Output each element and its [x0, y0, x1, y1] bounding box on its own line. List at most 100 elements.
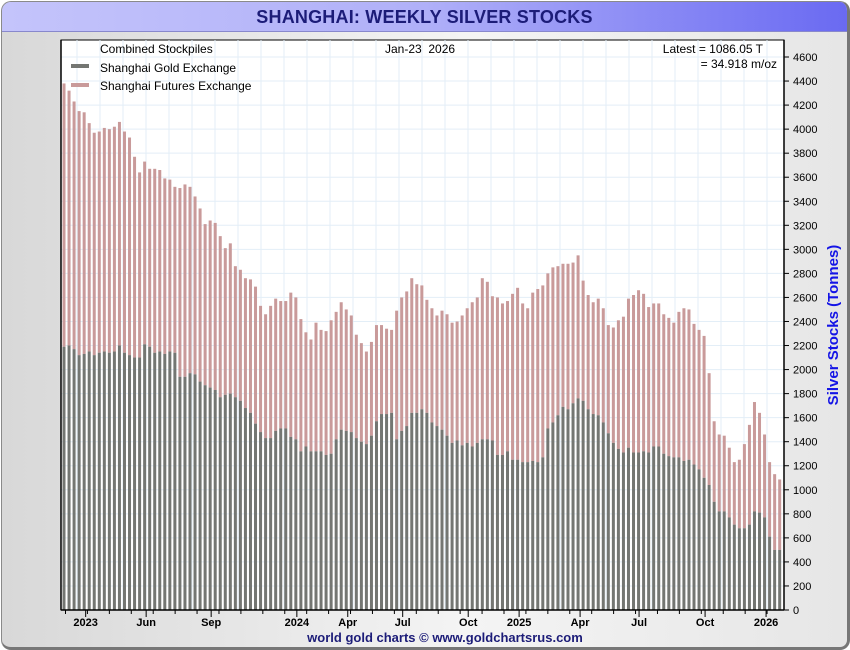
latest-tonnes: Latest = 1086.05 T — [663, 42, 764, 56]
bar-shfe — [506, 301, 510, 452]
bar-sge — [621, 452, 625, 610]
bar-sge — [374, 421, 378, 610]
y-tick-label: 1000 — [793, 485, 817, 497]
bar-shfe — [264, 314, 268, 439]
bar-sge — [475, 442, 479, 610]
y-tick-label: 2000 — [793, 365, 817, 377]
bar-shfe — [470, 302, 474, 447]
bar-shfe — [122, 131, 126, 353]
x-tick-label: 2023 — [73, 617, 97, 629]
bar-sge — [259, 432, 263, 610]
y-tick-label: 2800 — [793, 268, 817, 280]
bar-sge — [188, 373, 192, 610]
y-tick-label: 2200 — [793, 341, 817, 353]
bar-shfe — [269, 305, 273, 439]
bar-sge — [385, 414, 389, 610]
bar-sge — [349, 432, 353, 610]
bar-shfe — [374, 325, 378, 422]
bar-sge — [551, 422, 555, 610]
bar-sge — [662, 453, 666, 610]
bar-sge — [455, 440, 459, 610]
bar-sge — [339, 429, 343, 610]
x-tick-label: 2025 — [507, 617, 531, 629]
bar-shfe — [596, 298, 600, 416]
bar-shfe — [117, 121, 121, 346]
bar-sge — [62, 346, 66, 610]
bar-sge — [425, 412, 429, 610]
bar-sge — [238, 400, 242, 610]
y-tick-label: 4400 — [793, 76, 817, 88]
bar-sge — [773, 549, 777, 610]
bar-sge — [72, 349, 76, 610]
bar-shfe — [67, 90, 71, 346]
y-tick-label: 0 — [793, 605, 799, 617]
bar-shfe — [334, 311, 338, 440]
bar-sge — [556, 415, 560, 610]
bar-sge — [430, 422, 434, 610]
bar-shfe — [682, 308, 686, 461]
bar-sge — [521, 462, 525, 610]
bar-sge — [672, 457, 676, 610]
bar-sge — [561, 406, 565, 610]
legend-swatch-sge — [71, 64, 89, 68]
y-tick-label: 1800 — [793, 389, 817, 401]
bar-shfe — [97, 131, 101, 353]
bar-shfe — [697, 329, 701, 470]
bar-sge — [586, 409, 590, 610]
bar-shfe — [339, 302, 343, 430]
bar-shfe — [299, 319, 303, 452]
bar-shfe — [440, 310, 444, 430]
bar-shfe — [274, 298, 278, 431]
bar-sge — [163, 353, 167, 610]
bar-sge — [304, 446, 308, 610]
bar-sge — [506, 451, 510, 610]
bar-shfe — [460, 315, 464, 446]
bar-shfe — [430, 308, 434, 423]
bar-sge — [571, 403, 575, 610]
bar-shfe — [541, 285, 545, 458]
bar-sge — [727, 517, 731, 610]
bar-shfe — [606, 325, 610, 434]
bar-shfe — [637, 290, 641, 453]
bar-shfe — [556, 266, 560, 416]
bar-shfe — [329, 320, 333, 454]
bar-sge — [67, 345, 71, 610]
bar-sge — [405, 426, 409, 610]
title-bar: SHANGHAI: WEEKLY SILVER STOCKS — [2, 2, 847, 32]
bar-sge — [122, 352, 126, 610]
bar-shfe — [188, 186, 192, 374]
bar-sge — [435, 426, 439, 610]
bar-sge — [415, 412, 419, 610]
bar-shfe — [223, 248, 227, 395]
bar-sge — [309, 451, 313, 610]
bar-sge — [566, 409, 570, 610]
y-tick-label: 1400 — [793, 437, 817, 449]
bar-shfe — [616, 320, 620, 449]
bar-sge — [380, 414, 384, 610]
bar-sge — [228, 393, 232, 610]
bar-shfe — [692, 323, 696, 465]
bar-shfe — [516, 287, 520, 460]
x-tick-label: Apr — [571, 617, 591, 629]
y-tick-label: 1200 — [793, 461, 817, 473]
bar-shfe — [77, 111, 81, 356]
bar-shfe — [546, 273, 550, 429]
y-tick-label: 800 — [793, 509, 811, 521]
bar-shfe — [279, 301, 283, 429]
bar-sge — [500, 454, 504, 610]
bar-shfe — [395, 310, 399, 440]
bar-sge — [208, 387, 212, 610]
bar-sge — [485, 439, 489, 610]
bar-shfe — [218, 236, 222, 398]
bar-sge — [329, 453, 333, 610]
bar-sge — [702, 477, 706, 610]
bar-sge — [526, 462, 530, 610]
bar-shfe — [435, 315, 439, 427]
legend-label-shfe: Shanghai Futures Exchange — [100, 79, 252, 93]
y-axis-label: Silver Stocks (Tonnes) — [825, 245, 842, 406]
bar-sge — [168, 351, 172, 610]
bar-sge — [420, 409, 424, 610]
bar-shfe — [521, 303, 525, 463]
bar-sge — [531, 460, 535, 610]
bar-sge — [314, 451, 318, 610]
